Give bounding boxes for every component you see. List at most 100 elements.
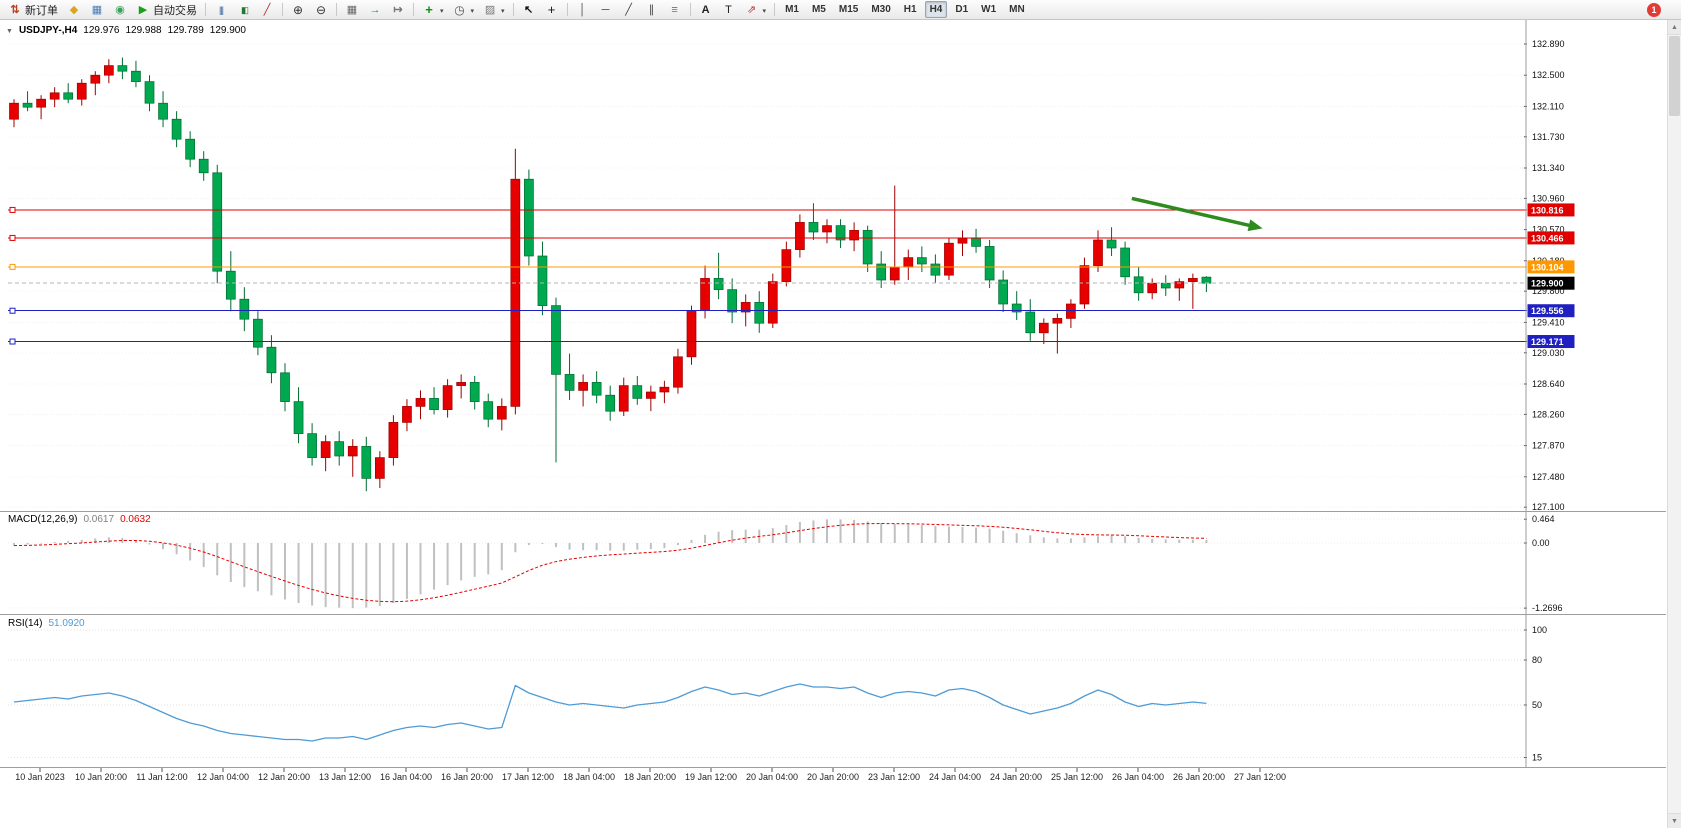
timeframe-m1[interactable]: M1 — [785, 4, 799, 15]
profiles-icon — [67, 3, 81, 17]
line-chart-button[interactable] — [256, 0, 278, 19]
data-window-icon — [90, 3, 104, 17]
channel-button[interactable] — [641, 0, 663, 19]
cursor-button[interactable] — [518, 0, 540, 19]
price-tag-value: 130.104 — [1531, 262, 1564, 272]
data-window-button[interactable] — [86, 0, 108, 19]
line-anchor-handle[interactable] — [9, 234, 16, 241]
horizontal-line-button[interactable] — [595, 0, 617, 19]
dropdown-caret-icon[interactable] — [470, 4, 475, 16]
dropdown-caret-icon[interactable] — [439, 4, 444, 16]
line-anchor-handle[interactable] — [9, 206, 16, 213]
date-axis-label: 16 Jan 04:00 — [380, 772, 432, 782]
new-order-button[interactable]: 新订单 — [4, 0, 62, 19]
autotrading-button[interactable]: 自动交易 — [132, 0, 201, 19]
scrollbar-thumb[interactable] — [1669, 36, 1680, 116]
date-axis-label: 13 Jan 12:00 — [319, 772, 371, 782]
dropdown-caret-icon[interactable] — [500, 4, 505, 16]
bear-candle — [1025, 311, 1036, 334]
date-axis-label: 19 Jan 12:00 — [685, 772, 737, 782]
price-axis-label: 127.100 — [1532, 502, 1565, 512]
toolbar-separator — [566, 3, 568, 16]
templates-button[interactable] — [479, 0, 509, 19]
timeframe-d1[interactable]: D1 — [955, 4, 969, 15]
chart-title: USDJPY-,H4 129.976 129.988 129.789 129.9… — [6, 25, 246, 36]
bull-candle — [578, 382, 588, 391]
profiles-button[interactable] — [63, 0, 85, 19]
fibonacci-button[interactable] — [664, 0, 686, 19]
rsi-value: 51.0920 — [48, 618, 85, 629]
indicators-button[interactable] — [418, 0, 448, 19]
line-anchor-handle[interactable] — [9, 338, 16, 345]
bear-candle — [266, 346, 277, 374]
bear-candle — [483, 401, 494, 420]
bear-candle — [429, 398, 439, 410]
date-axis-label: 17 Jan 12:00 — [502, 772, 554, 782]
crosshair-button[interactable] — [541, 0, 563, 19]
bull-candle — [889, 266, 900, 281]
timeframe-m5[interactable]: M5 — [811, 4, 826, 15]
tile-icon — [345, 3, 359, 17]
trend-icon — [622, 3, 636, 17]
scrollbar-down-arrow[interactable] — [1668, 813, 1681, 828]
chart-shift-button[interactable] — [387, 0, 409, 19]
scrollbar-up-arrow[interactable] — [1668, 20, 1681, 35]
text-label-button[interactable] — [718, 0, 740, 19]
price-tag — [1527, 304, 1575, 318]
line-anchor-handle[interactable] — [9, 307, 16, 314]
bull-candle — [49, 92, 60, 100]
bear-candle — [361, 446, 372, 479]
date-axis-label: 20 Jan 20:00 — [807, 772, 859, 782]
bear-candle — [713, 278, 724, 290]
trendline-button[interactable] — [618, 0, 640, 19]
periods-button[interactable] — [449, 0, 479, 19]
bear-candle — [754, 302, 765, 324]
rsi-name: RSI(14) — [8, 618, 43, 629]
bull-candle — [740, 302, 751, 313]
date-axis-label: 25 Jan 12:00 — [1051, 772, 1103, 782]
text-button[interactable] — [695, 0, 717, 19]
toolbar-separator — [413, 3, 414, 16]
rsi-line — [13, 683, 1207, 742]
date-axis-label: 26 Jan 20:00 — [1173, 772, 1225, 782]
refresh-button[interactable] — [109, 0, 131, 19]
vertical-line-button[interactable] — [572, 0, 594, 19]
timeframe-h1[interactable]: H1 — [903, 4, 917, 15]
bear-candle — [971, 238, 981, 247]
timeframe-mn[interactable]: MN — [1009, 4, 1025, 15]
bull-candle — [415, 398, 426, 407]
toolbar-separator — [205, 3, 206, 16]
bear-candle — [144, 81, 155, 104]
one-click-trading-toggle[interactable] — [6, 25, 13, 36]
timeframe-m30[interactable]: M30 — [871, 4, 891, 15]
date-axis-label: 16 Jan 20:00 — [441, 772, 493, 782]
bear-candle — [225, 270, 236, 300]
tile-windows-button[interactable] — [341, 0, 363, 19]
timeframe-w1[interactable]: W1 — [981, 4, 997, 15]
bear-candle — [307, 433, 317, 458]
bull-candle — [1038, 322, 1049, 334]
arrows-button[interactable] — [741, 0, 771, 19]
bar-chart-button[interactable] — [210, 0, 232, 19]
new-order-button-label: 新订单 — [25, 4, 58, 17]
date-axis-label: 18 Jan 20:00 — [624, 772, 676, 782]
bear-candle — [605, 394, 616, 412]
candlestick-chart-button[interactable] — [233, 0, 255, 19]
bull-candle — [1187, 278, 1198, 282]
zoom-in-button[interactable] — [287, 0, 309, 19]
trend-arrow-head[interactable] — [1247, 219, 1263, 232]
line-anchor-handle[interactable] — [9, 263, 16, 270]
macd-axis-label: -1.2696 — [1532, 603, 1563, 613]
timeframe-m15[interactable]: M15 — [838, 4, 859, 15]
vertical-scrollbar[interactable] — [1667, 20, 1681, 828]
auto-scroll-button[interactable] — [364, 0, 386, 19]
macd-indicator-label: MACD(12,26,9) 0.0617 0.0632 — [8, 514, 151, 525]
zoom-out-button[interactable] — [310, 0, 332, 19]
timeframe-h4[interactable]: H4 — [924, 1, 948, 18]
price-axis-label: 127.870 — [1532, 441, 1565, 451]
notification-badge[interactable]: 1 — [1647, 3, 1661, 17]
trend-arrow[interactable] — [1131, 196, 1255, 229]
bull-candle — [1147, 282, 1158, 294]
dropdown-caret-icon[interactable] — [762, 4, 767, 16]
